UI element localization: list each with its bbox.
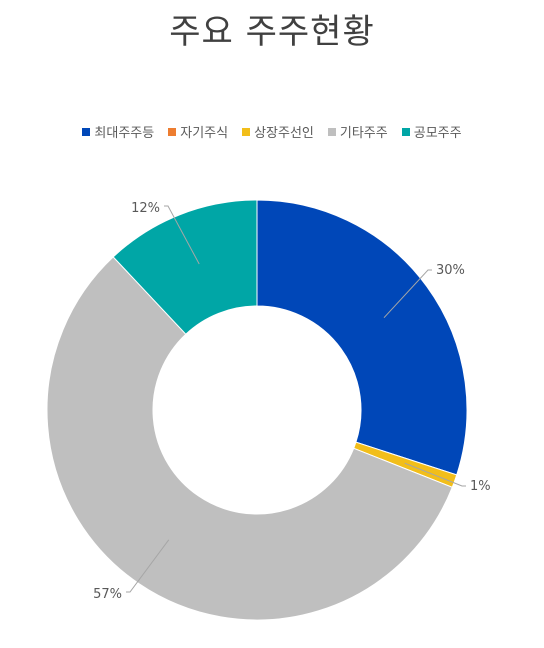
legend-item-treasury-stock: 자기주식 — [168, 122, 228, 141]
slice-label-largest-shareholder: 30% — [436, 263, 465, 278]
legend: 최대주주등 자기주식 상장주선인 기타주주 공모주주 — [0, 122, 544, 141]
leader-line — [383, 269, 432, 319]
legend-label: 상장주선인 — [254, 126, 314, 141]
legend-swatch — [401, 127, 410, 136]
slice-largest-shareholder — [256, 199, 468, 476]
legend-item-other-shareholders: 기타주주 — [327, 122, 388, 141]
leader-line — [164, 205, 200, 265]
legend-label: 기타주주 — [339, 126, 388, 141]
legend-label: 공모주주 — [413, 126, 462, 141]
legend-item-listing-agent: 상장주선인 — [242, 122, 314, 141]
slice-label-public-offering-shareholders: 12% — [131, 201, 160, 216]
slice-label-listing-agent: 1% — [470, 479, 491, 494]
legend-item-public-offering-shareholders: 공모주주 — [401, 122, 462, 141]
legend-swatch — [327, 127, 336, 136]
leader-line — [404, 462, 466, 487]
slice-public-offering-shareholders — [112, 199, 258, 335]
legend-label: 최대주주등 — [94, 126, 155, 141]
legend-swatch — [82, 127, 91, 136]
chart-title: 주요 주주현황 — [169, 12, 375, 52]
legend-item-largest-shareholder: 최대주주등 — [82, 122, 154, 141]
slice-label-other-shareholders: 57% — [93, 587, 122, 602]
slice-other-shareholders — [46, 256, 453, 621]
legend-swatch — [242, 127, 251, 136]
legend-swatch — [168, 127, 177, 136]
leader-line — [126, 539, 170, 593]
legend-label: 자기주식 — [180, 126, 229, 141]
